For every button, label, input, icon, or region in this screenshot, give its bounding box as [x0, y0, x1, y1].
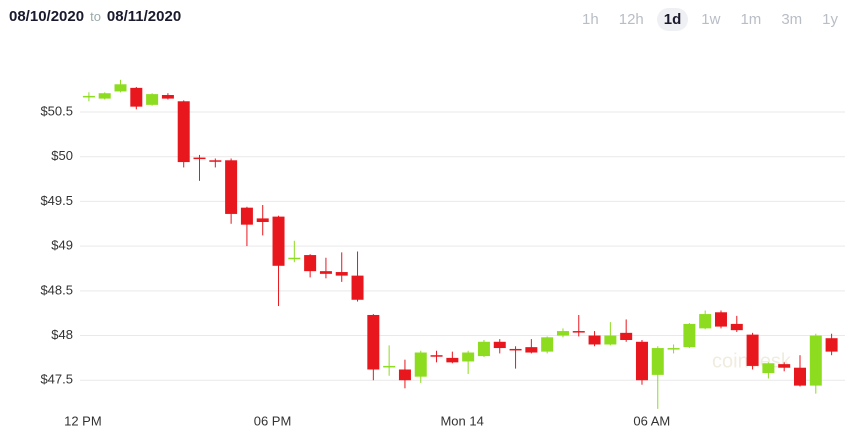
candle-body — [556, 331, 569, 336]
candle-body — [793, 367, 806, 386]
date-to: 08/11/2020 — [106, 8, 182, 25]
candle-body — [667, 348, 680, 350]
candle-body — [383, 365, 396, 368]
candle-body — [493, 341, 506, 349]
candle-body — [604, 335, 617, 345]
candle-body — [462, 352, 475, 362]
range-button[interactable]: 1h — [582, 11, 599, 28]
y-tick-label: $48 — [51, 327, 73, 342]
candle-body — [177, 101, 190, 163]
candle-body — [225, 160, 238, 214]
y-tick-label: $49.5 — [40, 193, 73, 208]
candle-body — [319, 271, 332, 274]
candle-body — [304, 255, 317, 272]
y-tick-label: $49 — [51, 238, 73, 253]
candle-body — [572, 331, 585, 333]
candle-body — [635, 341, 648, 381]
y-tick-label: $47.5 — [40, 372, 73, 387]
candle-body — [335, 272, 348, 276]
date-from: 08/10/2020 — [9, 8, 85, 25]
candle-body — [351, 275, 364, 300]
candle-body — [541, 337, 554, 352]
range-button[interactable]: 1y — [822, 11, 838, 28]
candle-body — [588, 335, 601, 345]
candle-body — [730, 323, 743, 331]
y-tick-label: $48.5 — [40, 282, 73, 297]
candle-body — [825, 338, 838, 352]
candle-body — [398, 369, 411, 381]
candle-body — [446, 357, 459, 363]
y-tick-label: $50.5 — [40, 103, 73, 118]
candle-body — [209, 160, 222, 162]
candle-body — [746, 334, 759, 366]
range-button[interactable]: 1m — [740, 11, 762, 28]
candle-body — [809, 335, 822, 386]
range-selector: 1h 12h 1d 1w 1m 3m 1y — [575, 8, 845, 31]
candle-body — [114, 84, 127, 92]
x-tick-label: Mon 14 — [440, 413, 483, 428]
range-button[interactable]: 1d — [656, 8, 689, 31]
candle-body — [146, 94, 159, 105]
date-range: 08/10/2020 to 08/11/2020 — [9, 8, 181, 25]
x-tick-label: 06 PM — [254, 413, 292, 428]
candle-body — [509, 348, 522, 351]
candle-body — [430, 355, 443, 357]
x-tick-label: 06 AM — [633, 413, 670, 428]
candle-body — [477, 341, 490, 357]
candle-body — [161, 95, 174, 99]
candle-body — [256, 218, 269, 222]
candle-body — [193, 157, 206, 160]
candle-body — [272, 216, 285, 266]
candle-body — [620, 332, 633, 341]
range-button[interactable]: 12h — [618, 11, 644, 28]
candle-body — [699, 314, 712, 329]
y-tick-label: $50 — [51, 148, 73, 163]
candle-body — [367, 314, 380, 370]
candle-body — [130, 87, 143, 107]
candle-body — [414, 352, 427, 377]
range-button[interactable]: 3m — [781, 11, 803, 28]
candle-body — [714, 312, 727, 327]
candle-body — [98, 93, 111, 99]
candle-body — [525, 347, 538, 353]
candle-body — [683, 323, 696, 348]
candle-body — [762, 363, 775, 374]
to-label: to — [90, 9, 101, 24]
candle-body — [82, 95, 95, 98]
x-tick-label: 12 PM — [64, 413, 102, 428]
candle-body — [778, 364, 791, 368]
range-button[interactable]: 1w — [701, 11, 721, 28]
candle-body — [651, 348, 664, 375]
candle-body — [240, 207, 253, 225]
candle-body — [288, 257, 301, 260]
